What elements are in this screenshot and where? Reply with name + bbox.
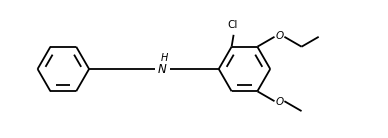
Text: O: O [275, 31, 284, 41]
Text: O: O [275, 97, 284, 107]
Text: H: H [161, 53, 168, 63]
Text: Cl: Cl [227, 20, 238, 30]
Text: N: N [158, 63, 167, 76]
